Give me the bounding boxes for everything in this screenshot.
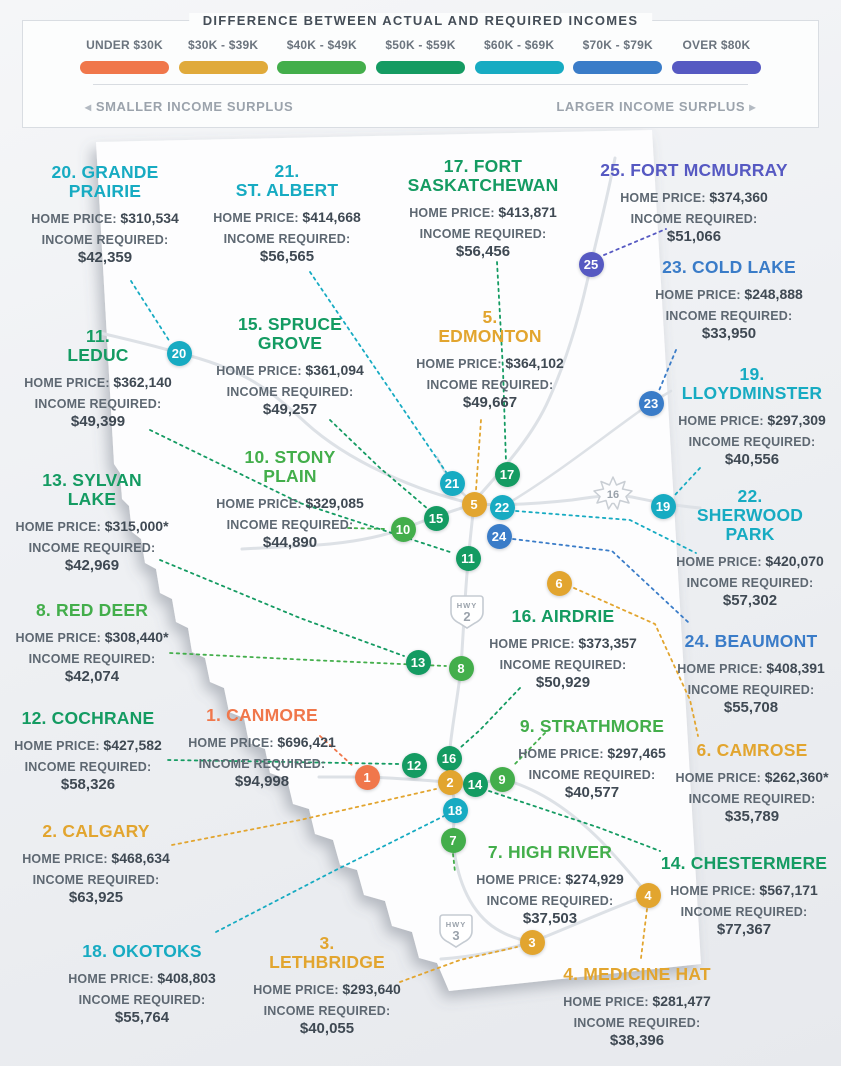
leader-line [167, 759, 400, 765]
legend-swatch [474, 61, 564, 74]
leader-line [319, 735, 354, 767]
leader-line [673, 467, 701, 497]
legend-category: $50K - $59K [375, 38, 465, 74]
legend-swatch [178, 61, 268, 74]
alberta-map-silhouette [96, 130, 701, 991]
leader-line [488, 790, 661, 852]
leader-line [347, 527, 389, 530]
smaller-surplus-note: ◂ SMALLER INCOME SURPLUS [85, 99, 293, 114]
leader-line [452, 853, 456, 873]
road-transcanada-east [448, 777, 650, 897]
leader-line [171, 788, 437, 846]
legend-category: $60K - $69K [474, 38, 564, 74]
road-hwy43 [98, 331, 476, 506]
legend-category: OVER $80K [671, 38, 761, 74]
legend-swatch [80, 61, 169, 74]
legend-category: $40K - $49K [277, 38, 367, 74]
leader-line [130, 280, 171, 343]
leader-line [460, 687, 521, 748]
legend-category: $70K - $79K [573, 38, 663, 74]
legend-category-label: OVER $80K [682, 38, 751, 52]
legend-category-label: UNDER $30K [86, 38, 163, 52]
legend-swatch [277, 61, 367, 74]
leader-line [309, 271, 447, 473]
leader-line [329, 419, 429, 510]
road-hwy63-fort-mcmurray [475, 156, 617, 500]
maple-leaf-shield: 16 [593, 476, 633, 510]
larger-surplus-label: LARGER INCOME SURPLUS [556, 99, 746, 114]
legend-swatch [671, 61, 761, 74]
leader-line [603, 228, 667, 256]
leader-line [512, 538, 689, 623]
leader-line [169, 652, 447, 667]
legend-category-label: $70K - $79K [582, 38, 653, 52]
legend-category-label: $50K - $59K [385, 38, 456, 52]
leader-line [496, 261, 507, 463]
leader-line [515, 510, 697, 554]
leader-line [512, 732, 546, 767]
legend-category-label: $60K - $69K [484, 38, 555, 52]
leader-lines [130, 228, 701, 983]
svg-text:HWY: HWY [446, 920, 467, 929]
svg-text:3: 3 [452, 928, 459, 943]
svg-text:2: 2 [463, 609, 470, 624]
legend-notes: ◂ SMALLER INCOME SURPLUS LARGER INCOME S… [85, 99, 756, 114]
left-arrow-icon: ◂ [85, 100, 92, 114]
leader-line [399, 946, 518, 983]
smaller-surplus-label: SMALLER INCOME SURPLUS [95, 99, 294, 114]
leader-line [640, 908, 648, 959]
legend-swatch [375, 61, 465, 74]
legend-title: DIFFERENCE BETWEEN ACTUAL AND REQUIRED I… [188, 13, 653, 29]
legend-category: $30K - $39K [178, 38, 268, 74]
larger-surplus-note: LARGER INCOME SURPLUS ▸ [556, 99, 756, 114]
svg-text:HWY: HWY [457, 601, 478, 610]
leader-line [573, 587, 699, 737]
legend-categories: UNDER $30K $30K - $39K $40K - $49K $50K - $… [80, 38, 761, 74]
legend-category-label: $40K - $49K [286, 38, 357, 52]
leader-line [215, 815, 445, 933]
legend-card: DIFFERENCE BETWEEN ACTUAL AND REQUIRED I… [22, 13, 819, 128]
leader-line [475, 419, 482, 491]
right-arrow-icon: ▸ [749, 100, 756, 114]
svg-text:16: 16 [607, 489, 619, 501]
legend-category: UNDER $30K [80, 38, 169, 74]
leader-line [657, 349, 677, 394]
legend-axis-line [93, 84, 748, 85]
legend-swatch [573, 61, 663, 74]
legend-category-label: $30K - $39K [188, 38, 259, 52]
